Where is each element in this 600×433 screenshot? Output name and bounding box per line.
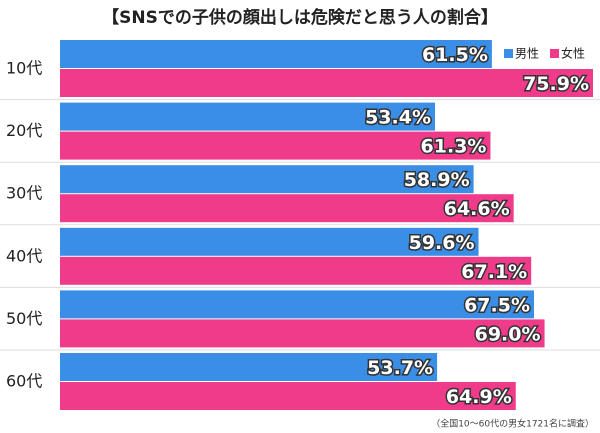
value-label: 53.4% bbox=[365, 107, 431, 129]
legend-swatch bbox=[550, 49, 559, 58]
bar bbox=[60, 382, 516, 410]
bar bbox=[60, 290, 535, 319]
footnote: （全国10～60代の男女1721名に調査） bbox=[431, 418, 594, 430]
value-label: 59.6% bbox=[409, 232, 475, 254]
value-label: 61.5% bbox=[422, 44, 488, 66]
value-label: 61.3% bbox=[421, 136, 487, 158]
value-label: 64.9% bbox=[446, 386, 512, 408]
category-label: 60代 bbox=[6, 372, 42, 391]
bar bbox=[60, 40, 492, 68]
category-label: 20代 bbox=[6, 121, 42, 140]
bar bbox=[60, 69, 593, 97]
value-label: 67.1% bbox=[461, 261, 527, 283]
legend-label: 男性 bbox=[515, 47, 539, 61]
bar bbox=[60, 194, 514, 223]
category-label: 10代 bbox=[6, 59, 42, 78]
legend-box bbox=[500, 43, 592, 65]
bar bbox=[60, 227, 479, 256]
bar bbox=[60, 319, 545, 348]
value-label: 53.7% bbox=[367, 357, 433, 379]
bar bbox=[60, 131, 491, 160]
value-label: 75.9% bbox=[523, 73, 589, 95]
bar bbox=[60, 256, 532, 285]
chart-title: 【SNSでの子供の顔出しは危険だと思う人の割合】 bbox=[102, 7, 498, 28]
bar bbox=[60, 165, 474, 194]
value-label: 69.0% bbox=[475, 323, 541, 345]
bar bbox=[60, 353, 438, 381]
value-label: 64.6% bbox=[444, 198, 510, 220]
bar bbox=[60, 102, 435, 131]
category-label: 50代 bbox=[6, 309, 42, 328]
value-label: 58.9% bbox=[404, 169, 470, 191]
category-label: 30代 bbox=[6, 184, 42, 203]
legend-label: 女性 bbox=[561, 46, 585, 61]
legend-swatch bbox=[504, 49, 513, 58]
category-label: 40代 bbox=[6, 246, 42, 265]
value-label: 67.5% bbox=[464, 294, 530, 316]
